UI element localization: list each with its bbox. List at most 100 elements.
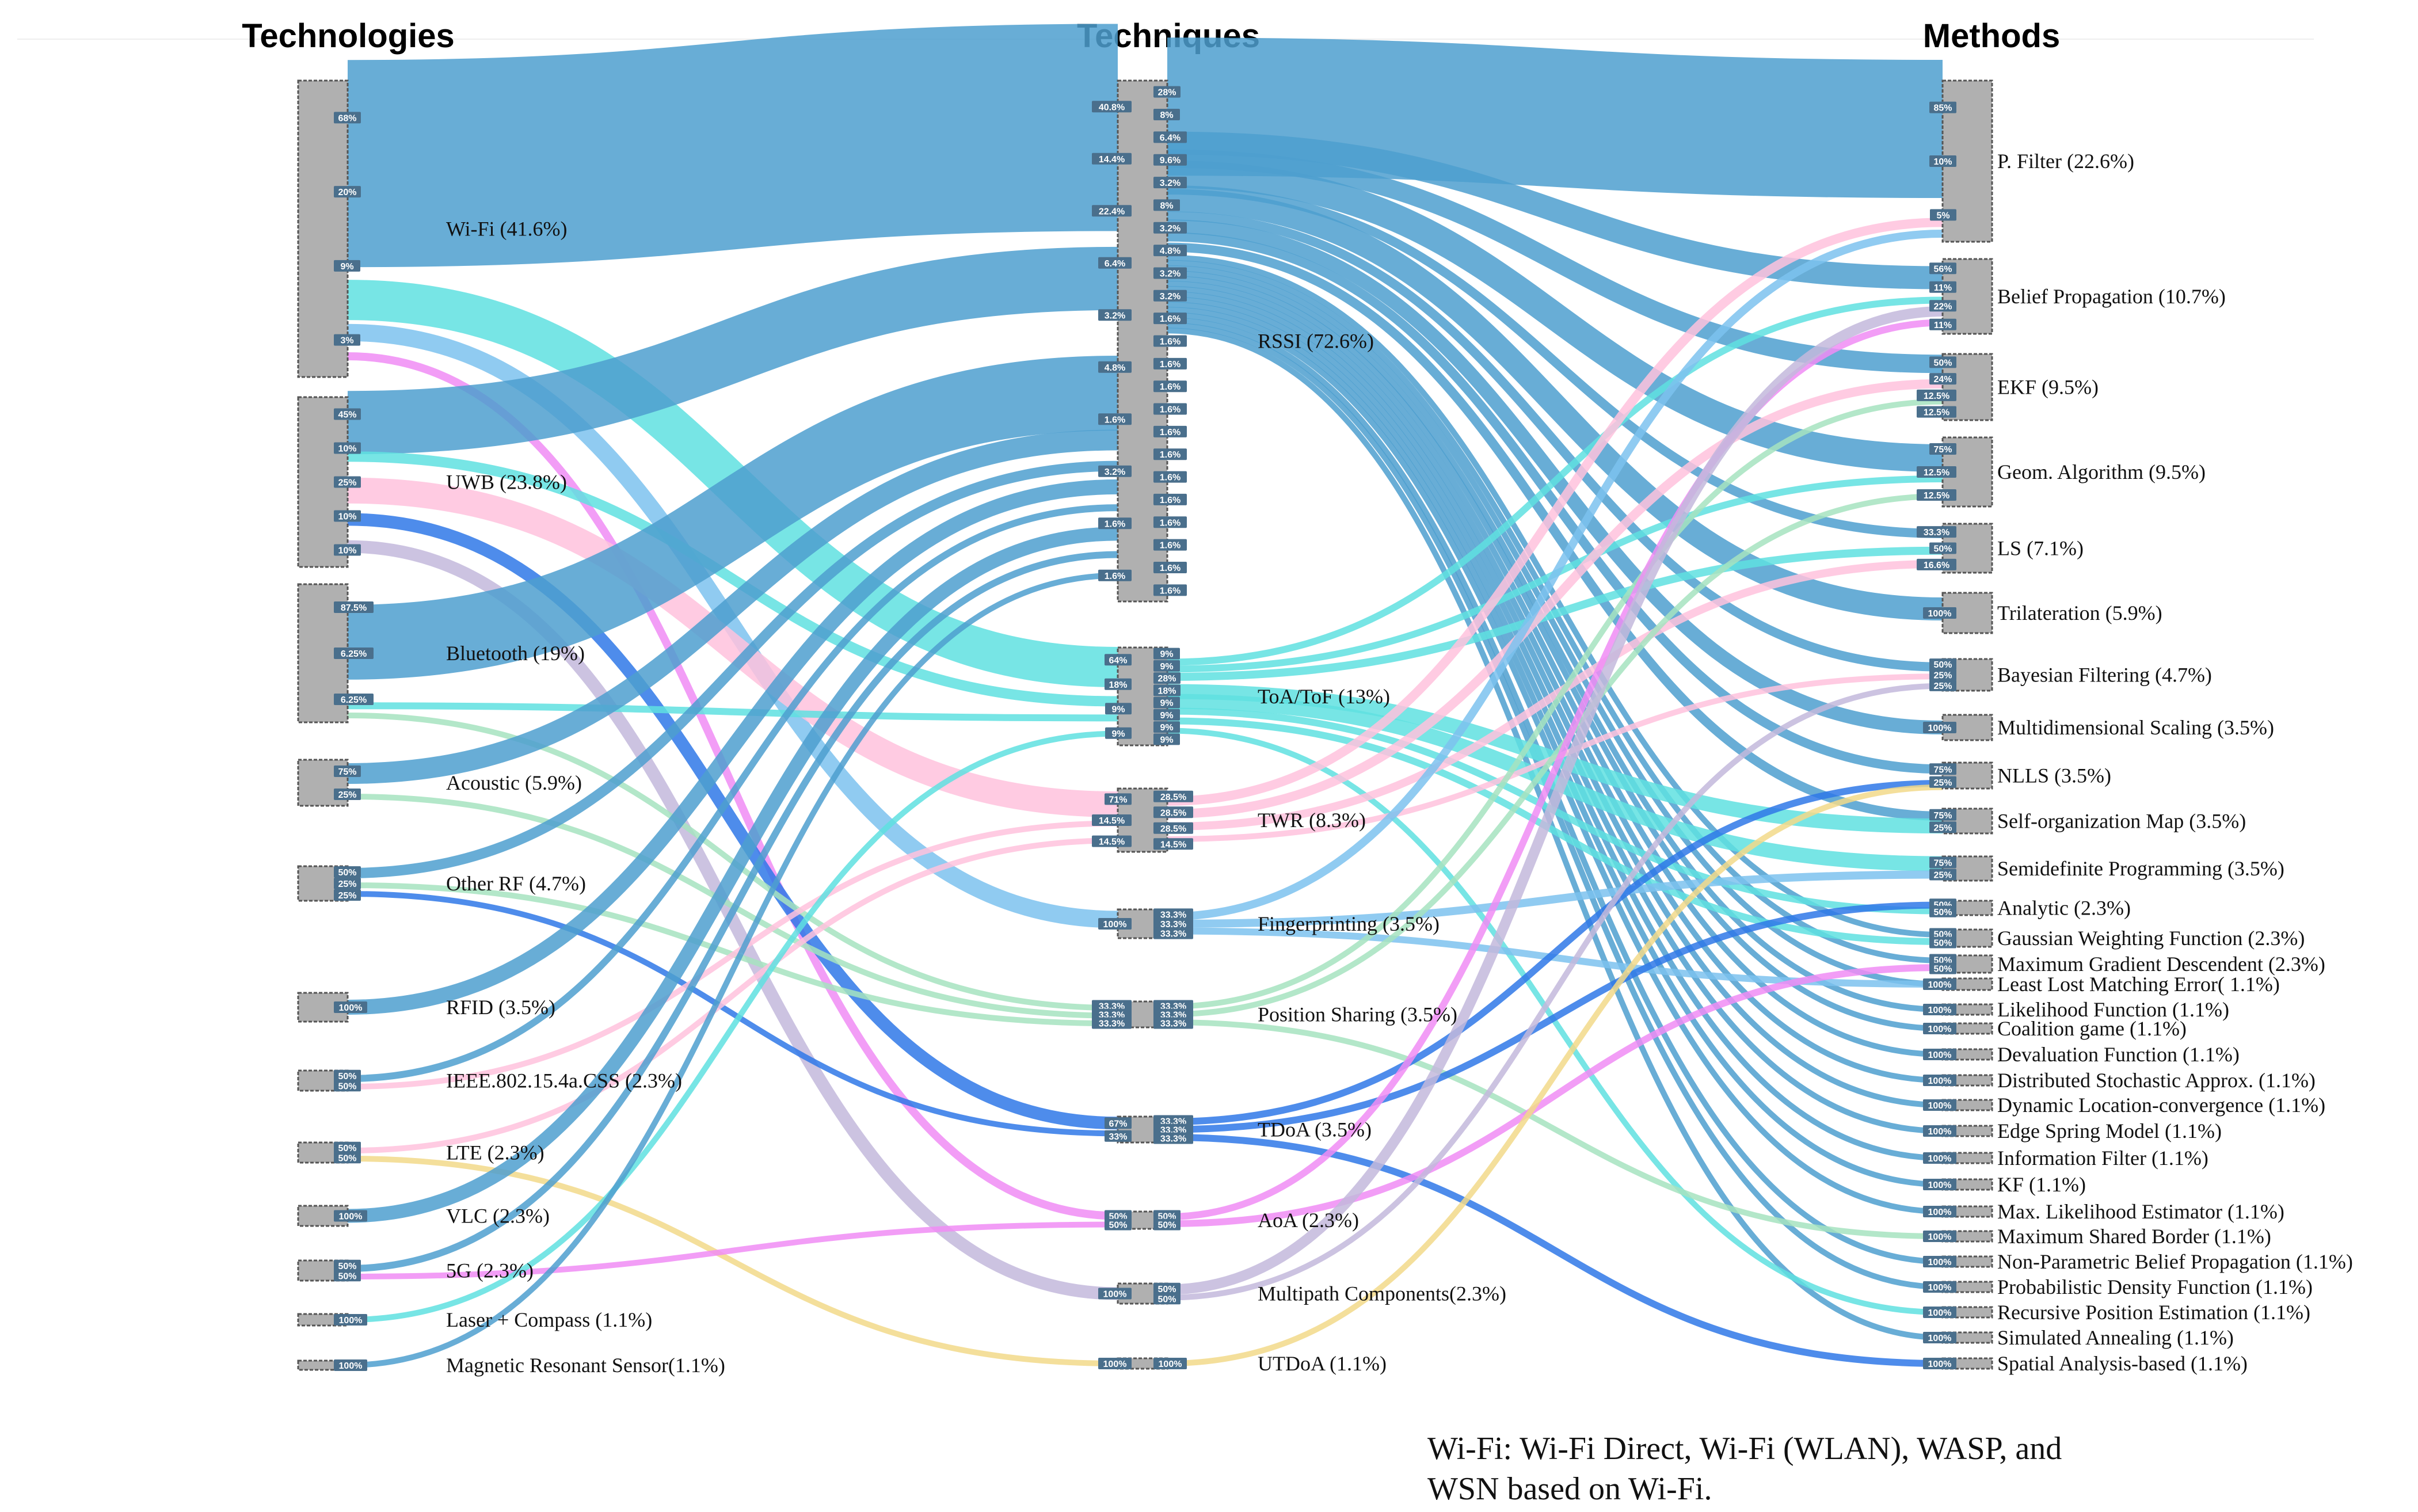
node-df[interactable]: Devaluation Function (1.1%) 100%	[1923, 1043, 2240, 1066]
node-fp[interactable]: Fingerprinting (3.5%)100%33.3%33.3%33.3%	[1098, 908, 1440, 939]
percent-tag-text: 100%	[1103, 920, 1127, 930]
percent-tag-text: 6.4%	[1105, 259, 1125, 269]
percent-tag-text: 56%	[1933, 264, 1952, 274]
node-cg[interactable]: Coalition game (1.1%) 100%	[1923, 1017, 2187, 1040]
percent-tag-bg	[1153, 709, 1180, 721]
node-label: IEEE.802.15.4a.CSS (2.3%)	[446, 1069, 682, 1092]
percent-tag-bg	[1153, 1358, 1187, 1369]
percent-tag-bg	[1153, 684, 1181, 696]
node-bp[interactable]: Belief Propagation (10.7%) 56% 11% 22% 11%	[1929, 258, 2226, 335]
node-tri[interactable]: Trilateration (5.9%) 100%	[1923, 592, 2162, 634]
percent-tag-text: 1.6%	[1160, 518, 1181, 528]
node-nlls[interactable]: NLLS (3.5%) 75% 25%	[1929, 761, 2111, 790]
node-bt[interactable]: Bluetooth (19%) 87.5% 6.25% 6.25%	[297, 583, 585, 723]
node-bf[interactable]: Bayesian Filtering (4.7%)50%25%25%	[1929, 658, 2212, 692]
node-vlc[interactable]: VLC (2.3%) 100%	[297, 1205, 550, 1228]
node-if[interactable]: Information Filter (1.1%) 100%	[1923, 1147, 2208, 1170]
flow-link	[1167, 901, 1943, 1133]
percent-tag-bg	[1153, 313, 1187, 325]
node-pf[interactable]: P. Filter (22.6%) 85% 10% 5%	[1929, 79, 2134, 243]
node-gwf[interactable]: Gaussian Weighting Function (2.3%)50%50%	[1929, 927, 2305, 950]
flow-link	[347, 513, 1118, 1130]
node-label: NLLS (3.5%)	[1997, 764, 2111, 787]
percent-tag: 28.5%	[1153, 806, 1193, 818]
node-som[interactable]: Self-organization Map (3.5%) 75% 25%	[1929, 808, 2246, 835]
percent-tag-bg	[1923, 1231, 1956, 1242]
node-sdp[interactable]: Semidefinite Programming (3.5%) 75% 25%	[1929, 855, 2284, 882]
footnote-line-2: WSN based on Wi-Fi.	[1427, 1471, 1712, 1507]
node-sab[interactable]: Spatial Analysis-based (1.1%) 100%	[1923, 1352, 2248, 1375]
node-label: Other RF (4.7%)	[446, 872, 586, 895]
percent-tag-text: 1.6%	[1160, 382, 1181, 392]
node-uwb[interactable]: UWB (23.8%) 45% 10% 25% 10% 10%	[297, 396, 567, 568]
node-kf[interactable]: KF (1.1%) 100%	[1923, 1173, 2086, 1196]
node-label: RSSI (72.6%)	[1258, 330, 1374, 353]
node-mag[interactable]: Magnetic Resonant Sensor(1.1%) 100%	[297, 1354, 725, 1377]
node-toa[interactable]: ToA/ToF (13%) 64% 18% 9% 9% 9% 9% 28% 18% 9% 9% 9% 9…	[1105, 646, 1390, 747]
percent-tag-bg	[1092, 205, 1132, 217]
node-rpe[interactable]: Recursive Position Estimation (1.1%) 100%	[1923, 1301, 2310, 1324]
node-sa[interactable]: Simulated Annealing (1.1%) 100%	[1923, 1326, 2234, 1349]
percent-tag-text: 50%	[1157, 1285, 1176, 1294]
percent-tag: 33.3%	[1917, 526, 1956, 538]
percent-tag-text: 28.5%	[1160, 808, 1186, 818]
percent-tag-text: 8%	[1160, 201, 1173, 211]
percent-tag-text: 100%	[1928, 1154, 1952, 1164]
percent-tag: 3.2%	[1153, 290, 1187, 302]
node-g5[interactable]: 5G (2.3%) 50%50%	[297, 1259, 534, 1282]
node-label: Devaluation Function (1.1%)	[1997, 1043, 2240, 1066]
percent-tag: 3.2%	[1098, 309, 1132, 321]
node-ps[interactable]: Position Sharing (3.5%)33.3%33.3%33.3%33…	[1092, 1000, 1457, 1029]
node-geo[interactable]: Geom. Algorithm (9.5%) 75% 12.5% 12.5%	[1917, 436, 2206, 508]
percent-tag-text: 3.2%	[1160, 224, 1181, 234]
percent-tag-text: 3.2%	[1160, 292, 1181, 302]
node-utdoa[interactable]: UTDoA (1.1%) 100% 100%	[1098, 1352, 1387, 1375]
node-msb[interactable]: Maximum Shared Border (1.1%) 100%	[1923, 1225, 2271, 1248]
flow-link	[1167, 286, 1943, 1083]
node-lte[interactable]: LTE (2.3%) 50%50%	[297, 1141, 544, 1164]
node-esm[interactable]: Edge Spring Model (1.1%) 100%	[1923, 1119, 2222, 1142]
node-dlc[interactable]: Dynamic Location-convergence (1.1%) 100%	[1923, 1094, 2325, 1117]
percent-tag-bg	[1923, 1332, 1956, 1343]
node-mle[interactable]: Max. Likelihood Estimator (1.1%) 100%	[1923, 1200, 2284, 1223]
percent-tag-text: 50%	[1933, 358, 1952, 368]
percent-tag-bg	[1153, 1218, 1181, 1231]
percent-tag-text: 6.25%	[341, 695, 367, 705]
node-label: Maximum Shared Border (1.1%)	[1997, 1225, 2271, 1248]
node-orf[interactable]: Other RF (4.7%)50%25%25%	[297, 865, 586, 902]
node-pdf[interactable]: Probabilistic Density Function (1.1%) 100…	[1923, 1275, 2313, 1298]
node-rfid[interactable]: RFID (3.5%) 100%	[297, 992, 555, 1023]
percent-tag-bg	[1153, 918, 1193, 930]
percent-tag-text: 75%	[1933, 445, 1952, 455]
node-twr[interactable]: TWR (8.3%) 71% 14.5% 14.5% 28.5% 28.5% 28.5% 14…	[1092, 787, 1366, 853]
percent-tag: 100%	[1098, 918, 1132, 930]
percent-tag-bg	[1929, 679, 1956, 691]
percent-tag-text: 3.2%	[1105, 311, 1125, 321]
percent-tag-bg	[1923, 1179, 1956, 1190]
percent-tag-bg	[1153, 403, 1187, 415]
percent-tag-bg	[1929, 962, 1956, 974]
node-mpc[interactable]: Multipath Components(2.3%) 100% 50%50%	[1098, 1282, 1506, 1305]
node-ls[interactable]: LS (7.1%) 33.3% 50% 16.6%	[1917, 523, 2084, 574]
node-aoa[interactable]: AoA (2.3%)50%50%50%50%	[1105, 1209, 1359, 1232]
percent-tag-bg	[1153, 493, 1187, 505]
node-ekf[interactable]: EKF (9.5%) 50% 24% 12.5% 12.5%	[1917, 353, 2099, 421]
node-wifi[interactable]: Wi-Fi (41.6%) 68% 20% 9% 3%	[297, 79, 568, 378]
node-ac[interactable]: Acoustic (5.9%) 75% 25%	[297, 759, 582, 807]
node-ana[interactable]: Analytic (2.3%)50%50%	[1929, 897, 2131, 920]
percent-tag-bg	[1917, 389, 1956, 401]
percent-tag-text: 1.6%	[1160, 496, 1181, 505]
node-tdoa[interactable]: TDoA (3.5%)67%33%33.3%33.3%33.3%	[1105, 1115, 1372, 1144]
node-dsa[interactable]: Distributed Stochastic Approx. (1.1%) 100…	[1923, 1069, 2316, 1092]
node-laser[interactable]: Laser + Compass (1.1%) 100%	[297, 1308, 652, 1331]
percent-tag: 50%	[334, 1152, 361, 1164]
node-lf[interactable]: Likelihood Function (1.1%) 100%	[1923, 998, 2229, 1021]
node-ieee[interactable]: IEEE.802.15.4a.CSS (2.3%) 50%50%	[297, 1069, 682, 1092]
node-npbp[interactable]: Non-Parametric Belief Propagation (1.1%)…	[1923, 1250, 2353, 1273]
flow-link	[1167, 964, 1943, 1227]
node-mds[interactable]: Multidimensional Scaling (3.5%) 100%	[1923, 714, 2274, 741]
node-mgd[interactable]: Maximum Gradient Descendent (2.3%)50%50%	[1929, 953, 2325, 976]
node-rssi[interactable]: RSSI (72.6%) 40.8% 14.4% 22.4% 6.4% 3.2% 4.8% 1…	[1092, 79, 1374, 603]
node-llme[interactable]: Least Lost Matching Error( 1.1%) 100%	[1923, 973, 2280, 996]
percent-tag-text: 100%	[1928, 1283, 1952, 1293]
